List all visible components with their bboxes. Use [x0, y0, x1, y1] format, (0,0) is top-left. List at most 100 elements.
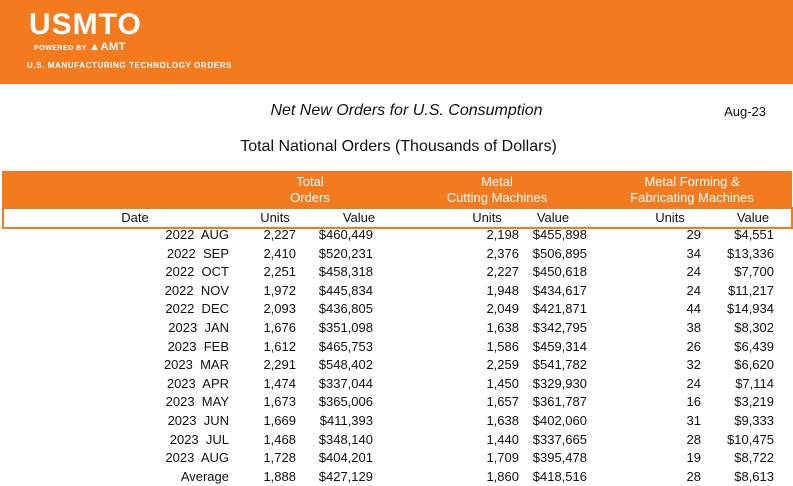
table-row-average: Average 1,888 $427,129 1,860 $418,516 28 $8,61…	[0, 468, 793, 486]
cell-forming-value: $9,333	[734, 412, 774, 428]
cell-total-value: $520,231	[318, 245, 373, 261]
cell-forming-value: $7,114	[735, 375, 774, 391]
cell-total-value: $411,393	[319, 412, 373, 428]
cell-cutting-value: $329,930	[532, 375, 587, 391]
cell-total-units: 2,291	[263, 357, 296, 373]
cell-date: 2022 OCT	[165, 264, 229, 280]
cell-forming-units: 32	[686, 357, 701, 373]
cell-cutting-value: $421,871	[532, 301, 587, 317]
cell-cutting-units: 1,586	[486, 338, 519, 354]
cell-forming-units: 31	[686, 412, 701, 428]
report-month: Aug-23	[724, 104, 766, 119]
cell-cutting-units: 1,450	[486, 375, 519, 391]
cell-cutting-value: $455,898	[532, 227, 587, 242]
cell-cutting-units: 1,638	[486, 319, 519, 335]
cell-forming-value: $7,700	[734, 264, 774, 280]
cell-total-value: $548,402	[318, 357, 373, 373]
table-row: 2023 JUL 1,468 $348,140 1,440 $337,665 28 $10,…	[0, 431, 793, 450]
cell-cutting-value: $402,060	[532, 412, 587, 428]
cell-forming-value: $14,934	[727, 301, 774, 317]
cell-date: 2022 NOV	[164, 282, 229, 298]
cell-forming-value: $4,551	[734, 227, 774, 242]
cell-cutting-units: 1,709	[486, 450, 519, 466]
table-row: 2022 DEC 2,093 $436,805 2,049 $421,871 44 $14,…	[0, 300, 793, 319]
cell-total-value: $348,140	[318, 431, 373, 447]
cell-total-units: 1,676	[263, 319, 296, 335]
col-forming-units: Units	[655, 210, 685, 225]
table-row: 2022 AUG 2,227 $460,449 2,198 $455,898 29 $4,5…	[0, 226, 793, 245]
cell-total-value: $436,805	[318, 301, 373, 317]
report-title: Net New Orders for U.S. Consumption	[270, 102, 543, 119]
cell-date: 2023 JUN	[167, 412, 229, 428]
table-row: 2022 NOV 1,972 $445,834 1,948 $434,617 24 $11,…	[0, 282, 793, 301]
header-banner: USMTO POWERED BY ▲AMT U.S. MANUFACTURING…	[0, 0, 793, 84]
cell-forming-units: 26	[686, 338, 701, 354]
cell-cutting-value: $434,617	[532, 282, 587, 298]
table-row: 2023 JUN 1,669 $411,393 1,638 $402,060 31 $9,3…	[0, 412, 793, 431]
group-metal-line2: Cutting Machines	[446, 189, 548, 205]
cell-cutting-units: 2,227	[486, 264, 519, 280]
cell-forming-value: $11,217	[727, 282, 774, 298]
column-header-row: Date Units Value Units Value Units Value	[2, 207, 793, 229]
table-row: 2023 FEB 1,612 $465,753 1,586 $459,314 26 $6,4…	[0, 338, 793, 357]
cell-forming-units: 44	[686, 301, 701, 317]
cell-date: 2022 AUG	[165, 227, 229, 242]
table-row: 2022 OCT 2,251 $458,318 2,227 $450,618 24 $7,7…	[0, 263, 793, 282]
group-metal-forming: Metal Forming & Fabricating Machines	[602, 174, 782, 205]
cell-total-units: 2,227	[263, 227, 296, 242]
table-row: 2022 SEP 2,410 $520,231 2,376 $506,895 34 $13,…	[0, 245, 793, 264]
cell-cutting-value: $541,782	[532, 357, 587, 373]
cell-total-units: 1,728	[263, 450, 296, 466]
cell-forming-value: $8,302	[734, 319, 774, 335]
cell-cutting-units: 1,860	[486, 468, 519, 484]
table-row: 2023 JAN 1,676 $351,098 1,638 $342,795 38 $8,3…	[0, 319, 793, 338]
cell-date: 2023 JUL	[169, 431, 229, 447]
cell-total-units: 2,251	[263, 264, 296, 280]
amt-brand: AMT	[100, 41, 126, 53]
col-total-value: Value	[342, 210, 376, 225]
powered-by-amt: POWERED BY ▲AMT	[34, 42, 126, 54]
col-forming-value: Value	[736, 210, 770, 225]
powered-prefix: POWERED BY	[34, 45, 87, 52]
cell-forming-value: $3,219	[734, 394, 774, 410]
cell-forming-value: $6,620	[734, 357, 774, 373]
cell-cutting-units: 2,376	[486, 245, 519, 261]
cell-date: 2023 JAN	[168, 319, 229, 335]
cell-total-units: 1,474	[263, 375, 296, 391]
cell-forming-units: 16	[686, 394, 701, 410]
cell-cutting-value: $459,314	[532, 338, 587, 354]
cell-total-units: 1,669	[263, 412, 296, 428]
group-metal-line1: Metal	[481, 174, 513, 189]
group-total-line2: Orders	[290, 189, 330, 205]
col-date: Date	[121, 210, 149, 225]
cell-forming-units: 28	[686, 468, 701, 484]
cell-cutting-units: 2,198	[486, 227, 519, 242]
cell-forming-value: $8,613	[734, 468, 774, 484]
cell-total-value: $337,044	[318, 375, 373, 391]
cell-cutting-value: $361,787	[532, 394, 587, 410]
cell-total-units: 1,972	[263, 282, 296, 298]
group-metal-cutting: Metal Cutting Machines	[422, 174, 572, 205]
table-row: 2023 MAY 1,673 $365,006 1,657 $361,787 16 $3,2…	[0, 393, 793, 412]
cell-forming-units: 38	[686, 319, 701, 335]
cell-cutting-value: $450,618	[532, 264, 587, 280]
cell-forming-units: 34	[686, 245, 701, 261]
group-forming-line2: Fabricating Machines	[630, 189, 754, 205]
group-total-line1: Total	[296, 174, 324, 189]
cell-forming-units: 24	[686, 264, 701, 280]
cell-total-value: $458,318	[318, 264, 373, 280]
amt-logo-icon: ▲	[89, 41, 101, 53]
data-table-body: 2022 AUG 2,227 $460,449 2,198 $455,898 29 $4,5…	[0, 226, 793, 486]
cell-date: Average	[180, 468, 229, 484]
table-row: 2023 AUG 1,728 $404,201 1,709 $395,478 19 $8,7…	[0, 449, 793, 468]
col-total-units: Units	[260, 210, 290, 225]
cell-forming-value: $6,439	[734, 338, 774, 354]
cell-cutting-units: 2,259	[486, 357, 519, 373]
cell-date: 2023 AUG	[165, 450, 229, 466]
cell-forming-units: 24	[686, 282, 701, 298]
cell-forming-value: $13,336	[727, 245, 774, 261]
cell-cutting-value: $418,516	[532, 468, 587, 484]
cell-total-units: 1,888	[263, 468, 296, 484]
usmto-logo: USMTO	[29, 8, 142, 41]
cell-total-units: 2,093	[263, 301, 296, 317]
